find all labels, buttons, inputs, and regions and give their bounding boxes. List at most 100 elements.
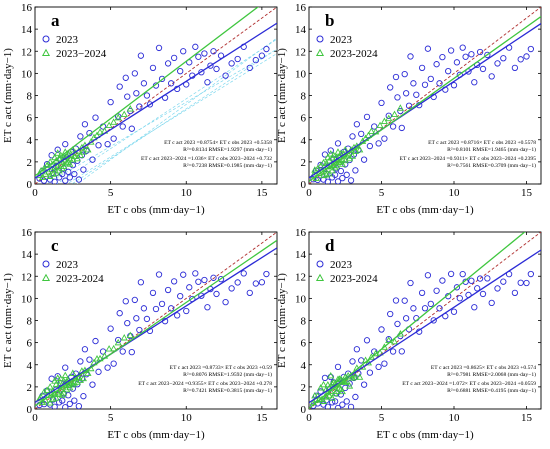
one-to-one-line bbox=[309, 7, 541, 184]
y-tick-label: 16 bbox=[21, 227, 33, 239]
point-2023 bbox=[252, 280, 259, 287]
point-2023-2024 bbox=[328, 166, 336, 174]
legend-label: 2023 bbox=[330, 34, 353, 46]
point-2023 bbox=[116, 310, 123, 317]
point-2023-2024 bbox=[57, 374, 65, 382]
plot-area bbox=[309, 232, 541, 409]
point-2023-2024 bbox=[337, 149, 345, 157]
point-2023 bbox=[133, 315, 140, 322]
point-2023-2024 bbox=[317, 384, 325, 391]
point-2023 bbox=[427, 300, 434, 308]
point-2023 bbox=[349, 358, 356, 365]
point-2023-2024 bbox=[332, 161, 341, 169]
point-2023 bbox=[210, 48, 217, 55]
x-axis-label: ET c obs (mm·day−1) bbox=[376, 429, 474, 441]
y-tick-label: 14 bbox=[21, 249, 33, 261]
point-2023 bbox=[122, 74, 129, 81]
auxiliary-line bbox=[71, 48, 277, 184]
point-2023 bbox=[527, 270, 534, 278]
point-2023 bbox=[234, 55, 241, 63]
point-2023 bbox=[86, 356, 93, 363]
point-2023 bbox=[436, 80, 443, 87]
point-2023 bbox=[258, 52, 266, 59]
point-2023 bbox=[392, 297, 400, 304]
point-2023-2024 bbox=[43, 386, 51, 393]
x-tick-label: 5 bbox=[379, 187, 385, 199]
point-2023 bbox=[358, 130, 365, 138]
point-2023 bbox=[252, 56, 259, 64]
point-2023-2024 bbox=[70, 152, 78, 160]
point-2023 bbox=[424, 272, 432, 279]
point-2023 bbox=[149, 64, 157, 71]
legend-marker-2023 bbox=[316, 260, 324, 268]
point-2023 bbox=[371, 123, 378, 130]
point-2023 bbox=[385, 112, 392, 119]
point-2023 bbox=[115, 336, 122, 344]
regression-equation: R²=0.7561 RMSE=0.3709 (mm·day−1) bbox=[447, 162, 536, 169]
point-2023 bbox=[234, 279, 241, 286]
point-2023 bbox=[405, 102, 413, 109]
point-2023-2024 bbox=[344, 150, 352, 157]
y-tick-label: 12 bbox=[295, 271, 306, 283]
point-2023 bbox=[131, 296, 138, 304]
point-2023-2024 bbox=[55, 390, 63, 397]
point-2023-2024 bbox=[51, 153, 59, 161]
legend-marker-2023-2024 bbox=[315, 48, 325, 57]
point-2023 bbox=[476, 275, 484, 282]
chart-panel-b: 0 2 4 6 8 10 12 14 16 0 5 10 15 b 2023 2023-2024 ET c ac… bbox=[276, 2, 542, 216]
point-2023-2024 bbox=[110, 118, 118, 125]
point-2023-2024 bbox=[69, 369, 77, 376]
point-2023 bbox=[158, 75, 166, 83]
point-2023-2024 bbox=[69, 145, 77, 153]
point-2023-2024 bbox=[396, 330, 404, 337]
point-2023 bbox=[119, 348, 126, 355]
point-2023 bbox=[471, 304, 478, 311]
point-2023 bbox=[401, 70, 408, 78]
point-2023 bbox=[352, 393, 359, 401]
point-2023 bbox=[54, 146, 61, 153]
point-2023 bbox=[258, 279, 266, 286]
legend-label: 2023-2024 bbox=[56, 273, 104, 285]
y-tick-label: 4 bbox=[27, 135, 33, 147]
point-2023-2024 bbox=[327, 371, 335, 379]
point-2023-2024 bbox=[346, 382, 354, 389]
regression-equation: R²=0.8134 RMSE=1.9297 (mm·day−1) bbox=[183, 146, 272, 153]
auxiliary-line bbox=[56, 38, 277, 184]
panel-label: b bbox=[325, 11, 334, 30]
point-2023 bbox=[421, 81, 429, 88]
point-2023 bbox=[331, 171, 339, 178]
point-2023-2024 bbox=[73, 154, 81, 162]
panel-label: d bbox=[325, 236, 335, 255]
point-2023 bbox=[177, 68, 184, 75]
point-2023 bbox=[180, 271, 187, 278]
y-tick-label: 6 bbox=[27, 113, 33, 125]
point-2023 bbox=[310, 176, 317, 183]
point-2023 bbox=[334, 363, 342, 371]
point-2023-2024 bbox=[63, 159, 71, 166]
point-2023 bbox=[107, 98, 114, 106]
point-2023 bbox=[324, 403, 331, 409]
y-tick-label: 4 bbox=[301, 135, 307, 147]
point-2023 bbox=[213, 290, 220, 298]
point-2023-2024 bbox=[60, 162, 68, 169]
point-2023 bbox=[62, 364, 69, 371]
point-2023-2024 bbox=[311, 166, 319, 173]
point-2023 bbox=[511, 289, 519, 296]
regression-equation: R²=0.7421 RMSE=0.3815 (mm·day−1) bbox=[183, 387, 272, 394]
point-2023 bbox=[349, 133, 356, 140]
point-2023 bbox=[500, 278, 507, 285]
point-2023 bbox=[343, 171, 350, 178]
point-2023 bbox=[337, 167, 345, 175]
point-2023 bbox=[116, 83, 123, 90]
legend-label: 2023−2024 bbox=[56, 48, 107, 60]
point-2023 bbox=[339, 174, 346, 182]
regression-equation: ET c act 2023−2024 =1.036× ET c obs 2023… bbox=[141, 156, 272, 162]
point-2023 bbox=[170, 54, 178, 62]
point-2023 bbox=[69, 162, 76, 169]
point-2023 bbox=[204, 304, 211, 311]
point-2023 bbox=[246, 64, 253, 71]
point-2023 bbox=[104, 141, 111, 148]
y-tick-label: 0 bbox=[301, 179, 307, 191]
x-tick-label: 0 bbox=[32, 187, 38, 199]
